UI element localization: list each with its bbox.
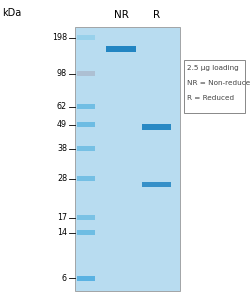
Text: 98: 98 <box>57 69 67 78</box>
Text: 6: 6 <box>62 274 67 283</box>
Text: 28: 28 <box>57 174 67 183</box>
Text: 14: 14 <box>57 228 67 237</box>
Bar <box>78 146 95 151</box>
Bar <box>106 46 136 52</box>
Bar <box>142 124 171 130</box>
Text: NR: NR <box>114 10 129 20</box>
Bar <box>78 230 95 235</box>
Text: kDa: kDa <box>2 8 22 17</box>
Bar <box>142 182 171 187</box>
Bar <box>78 71 95 76</box>
Bar <box>78 176 95 181</box>
Bar <box>78 104 95 109</box>
Bar <box>78 215 95 220</box>
Text: NR = Non-reduced: NR = Non-reduced <box>187 80 250 86</box>
Text: 2.5 μg loading: 2.5 μg loading <box>187 65 238 71</box>
Text: 38: 38 <box>57 144 67 153</box>
Bar <box>184 60 245 112</box>
Bar <box>78 276 95 281</box>
Bar <box>78 35 95 40</box>
Text: 49: 49 <box>57 120 67 129</box>
Text: 17: 17 <box>57 213 67 222</box>
Bar <box>75 27 180 291</box>
Text: 198: 198 <box>52 33 67 42</box>
Text: 62: 62 <box>57 102 67 111</box>
Text: R: R <box>153 10 160 20</box>
Bar <box>78 122 95 127</box>
Text: R = Reduced: R = Reduced <box>187 95 234 101</box>
